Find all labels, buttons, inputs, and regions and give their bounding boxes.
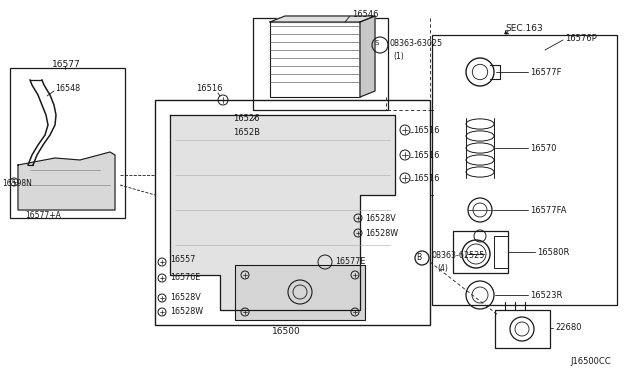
- Bar: [235, 265, 365, 320]
- Polygon shape: [360, 16, 375, 97]
- Text: 08363-63025: 08363-63025: [390, 38, 443, 48]
- Text: 16580R: 16580R: [537, 247, 570, 257]
- Text: (1): (1): [393, 51, 404, 61]
- Bar: [10, 68, 125, 218]
- Bar: [155, 100, 430, 325]
- Text: 16577FA: 16577FA: [530, 205, 566, 215]
- Bar: [493, 236, 508, 268]
- Text: 16516: 16516: [413, 151, 440, 160]
- Bar: [432, 35, 617, 305]
- Bar: [495, 310, 550, 348]
- Text: 16570: 16570: [530, 144, 557, 153]
- Text: B: B: [417, 253, 422, 262]
- Text: 16526: 16526: [233, 113, 259, 122]
- Text: 16577E: 16577E: [335, 257, 365, 266]
- Text: 16528W: 16528W: [170, 308, 203, 317]
- Text: 16523R: 16523R: [530, 291, 563, 299]
- Text: 16557: 16557: [170, 256, 195, 264]
- Text: 16598N: 16598N: [2, 179, 32, 187]
- Text: 16576P: 16576P: [565, 33, 596, 42]
- Text: 16577F: 16577F: [530, 67, 561, 77]
- Text: 16528W: 16528W: [365, 228, 398, 237]
- Text: (4): (4): [437, 263, 448, 273]
- Polygon shape: [270, 16, 375, 22]
- Polygon shape: [18, 152, 115, 210]
- Text: 16528V: 16528V: [170, 294, 201, 302]
- Text: 16577+A: 16577+A: [25, 211, 61, 219]
- Text: 16516: 16516: [413, 173, 440, 183]
- Text: 08363-62525: 08363-62525: [432, 250, 485, 260]
- Text: 1652B: 1652B: [233, 128, 260, 137]
- Text: J16500CC: J16500CC: [570, 357, 611, 366]
- Text: SEC.163: SEC.163: [505, 23, 543, 32]
- Text: 16500: 16500: [272, 327, 301, 337]
- Polygon shape: [170, 115, 395, 310]
- Text: 16577: 16577: [52, 60, 81, 68]
- Text: 16516: 16516: [413, 125, 440, 135]
- Text: 16516: 16516: [196, 83, 223, 93]
- Text: S: S: [375, 40, 379, 46]
- Bar: [452, 231, 508, 273]
- Text: 22680: 22680: [555, 324, 582, 333]
- Bar: [270, 22, 360, 97]
- Text: 16546: 16546: [352, 10, 378, 19]
- Circle shape: [415, 251, 429, 265]
- Bar: [253, 18, 388, 110]
- Text: 16548: 16548: [55, 83, 80, 93]
- Text: 16528V: 16528V: [365, 214, 396, 222]
- Text: 16576E: 16576E: [170, 273, 200, 282]
